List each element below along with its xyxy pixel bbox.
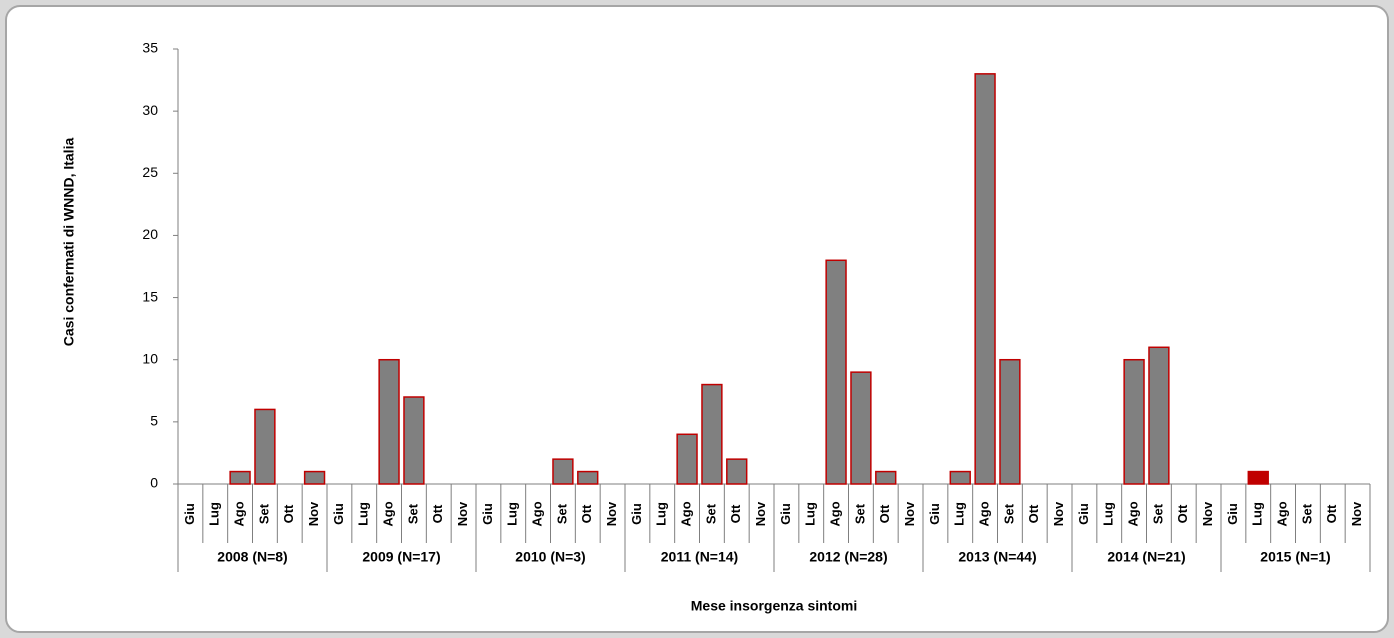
y-tick-label: 35 [142, 40, 158, 56]
x-tick-label: Nov [1051, 501, 1066, 526]
x-tick-label: Ott [430, 504, 445, 523]
group-label: 2012 (N=28) [809, 549, 887, 565]
x-tick-label: Ott [877, 504, 892, 523]
x-tick-label: Giu [480, 503, 495, 525]
x-tick-label: Nov [753, 501, 768, 526]
group-label: 2009 (N=17) [362, 549, 440, 565]
x-tick-label: Ott [281, 504, 296, 523]
x-tick-label: Lug [1250, 502, 1265, 526]
x-tick-label: Lug [207, 502, 222, 526]
x-tick-label: Ott [728, 504, 743, 523]
group-label: 2010 (N=3) [515, 549, 585, 565]
x-tick-label: Giu [331, 503, 346, 525]
bar [726, 458, 748, 485]
x-tick-label: Ago [977, 501, 992, 526]
x-tick-label: Ago [381, 501, 396, 526]
bar [403, 396, 425, 485]
x-tick-label: Nov [1200, 501, 1215, 526]
bar [825, 259, 847, 485]
y-axis-title: Casi confermati di WNND, Italia [61, 138, 77, 347]
group-label: 2015 (N=1) [1260, 549, 1330, 565]
y-tick-label: 20 [142, 226, 158, 242]
bar [999, 358, 1021, 485]
bar [676, 433, 698, 485]
bar [875, 470, 897, 485]
x-tick-label: Lug [952, 502, 967, 526]
x-tick-label: Lug [505, 502, 520, 526]
x-tick-label: Ago [530, 501, 545, 526]
x-tick-label: Ott [1175, 504, 1190, 523]
group-label: 2013 (N=44) [958, 549, 1036, 565]
x-tick-label: Ago [679, 501, 694, 526]
x-tick-label: Lug [1101, 502, 1116, 526]
x-tick-label: Set [1150, 503, 1165, 524]
x-tick-label: Nov [1349, 501, 1364, 526]
x-tick-label: Ott [1324, 504, 1339, 523]
x-tick-label: Ago [232, 501, 247, 526]
x-tick-label: Ott [1026, 504, 1041, 523]
x-tick-label: Ago [1275, 501, 1290, 526]
bar [229, 470, 251, 485]
x-tick-label: Nov [306, 501, 321, 526]
group-label: 2008 (N=8) [217, 549, 287, 565]
x-tick-label: Giu [629, 503, 644, 525]
bar [378, 358, 400, 485]
y-tick-label: 5 [150, 413, 158, 429]
x-tick-label: Nov [455, 501, 470, 526]
bar [949, 470, 971, 485]
bar [701, 383, 723, 485]
x-tick-label: Ago [828, 501, 843, 526]
x-tick-label: Set [405, 503, 420, 524]
bar [1247, 470, 1269, 485]
y-tick-label: 10 [142, 350, 158, 366]
x-tick-label: Ott [579, 504, 594, 523]
x-tick-label: Lug [654, 502, 669, 526]
bar [1123, 358, 1145, 485]
bar [254, 408, 276, 485]
x-tick-label: Lug [356, 502, 371, 526]
group-label: 2011 (N=14) [661, 549, 738, 565]
panel [5, 5, 1389, 633]
bar [850, 371, 872, 485]
y-tick-label: 0 [150, 475, 158, 491]
group-label: 2014 (N=21) [1107, 549, 1185, 565]
x-axis-title: Mese insorgenza sintomi [691, 598, 857, 614]
y-tick-label: 30 [142, 102, 158, 118]
x-tick-label: Giu [182, 503, 197, 525]
bar [552, 458, 574, 485]
x-tick-label: Set [852, 503, 867, 524]
x-tick-label: Ago [1126, 501, 1141, 526]
x-tick-label: Nov [902, 501, 917, 526]
x-tick-label: Giu [1225, 503, 1240, 525]
x-tick-label: Lug [803, 502, 818, 526]
x-tick-label: Set [256, 503, 271, 524]
x-tick-label: Set [1299, 503, 1314, 524]
x-tick-label: Giu [927, 503, 942, 525]
x-tick-label: Nov [604, 501, 619, 526]
bar [974, 73, 996, 485]
bar [303, 470, 326, 485]
y-tick-label: 15 [142, 288, 158, 304]
x-tick-label: Set [554, 503, 569, 524]
y-tick-label: 25 [142, 164, 158, 180]
x-tick-label: Giu [1076, 503, 1091, 525]
x-tick-label: Set [703, 503, 718, 524]
bar [577, 470, 599, 485]
x-tick-label: Giu [778, 503, 793, 525]
bar [1148, 346, 1170, 485]
x-tick-label: Set [1001, 503, 1016, 524]
